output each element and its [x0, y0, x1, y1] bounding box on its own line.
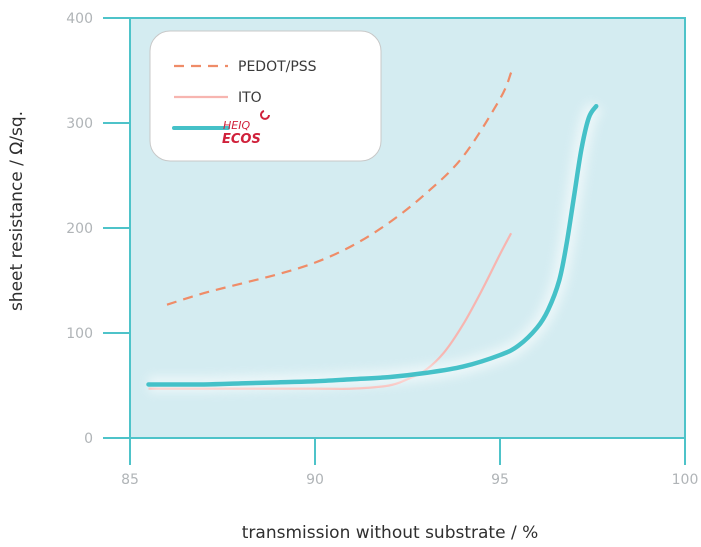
x-axis-title: transmission without substrate / %	[242, 523, 538, 543]
legend-label-ito: ITO	[238, 90, 262, 106]
series-line-heiq	[146, 103, 599, 387]
x-tick-label: 90	[306, 472, 324, 488]
heiq-logo-swirl-icon	[260, 110, 270, 120]
legend-label-pedot: PEDOT/PSS	[238, 59, 317, 75]
x-tick-label: 85	[121, 472, 139, 488]
x-tick-label: 100	[672, 472, 699, 488]
series-line-pedot	[166, 72, 513, 306]
legend: PEDOT/PSS ITO HEIQ ECOS	[149, 30, 382, 162]
ecos-logo-text: ECOS	[222, 132, 261, 147]
y-tick-label: 300	[66, 116, 93, 132]
y-axis-title: sheet resistance / Ω/sq.	[7, 111, 27, 311]
y-tick-label: 200	[66, 221, 93, 237]
series-layer	[146, 72, 603, 393]
heiq-ecos-logo: HEIQ ECOS	[222, 110, 270, 147]
axes: 0 100 200 300 400 85 90 95 100	[66, 11, 698, 488]
y-tick-label: 0	[84, 431, 93, 447]
y-tick-label: 100	[66, 326, 93, 342]
x-tick-label: 95	[491, 472, 509, 488]
y-tick-label: 400	[66, 11, 93, 27]
heiq-logo-text: HEIQ	[223, 119, 250, 132]
